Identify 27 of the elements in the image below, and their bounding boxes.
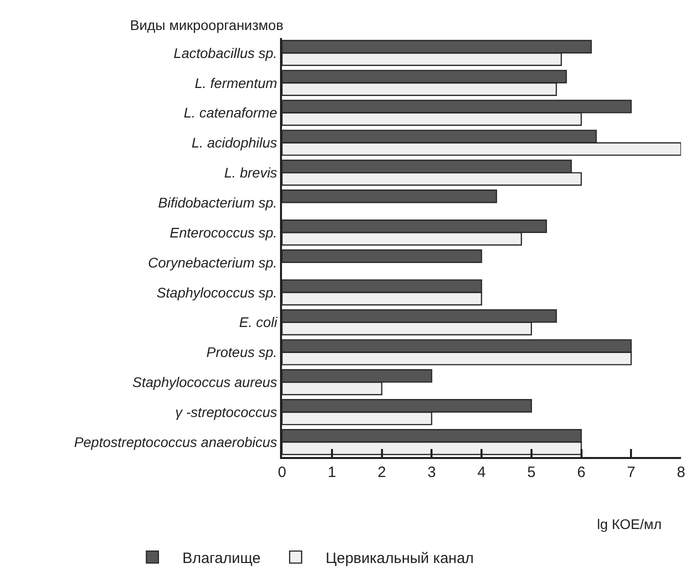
x-axis-title: lg КОЕ/мл	[597, 516, 662, 532]
y-tick-label: L. brevis	[224, 164, 278, 181]
y-tick-label: Proteus sp.	[206, 344, 278, 360]
y-tick-label: Staphylococcus sp.	[156, 284, 278, 300]
x-tick-label: 6	[577, 464, 586, 481]
chart-title: Виды микроорганизмов	[130, 17, 284, 34]
x-tick-label: 3	[427, 464, 436, 481]
y-tick-label: L. fermentum	[194, 74, 278, 91]
x-tick-label: 8	[676, 464, 686, 481]
x-tick-label: 0	[278, 464, 286, 481]
x-tick-label: 4	[477, 464, 486, 481]
y-tick-label: Bifidobacterium sp.	[158, 194, 278, 211]
legend-label: Влагалище	[182, 550, 261, 567]
x-tick-label: 7	[626, 464, 636, 481]
y-tick-label: Staphylococcus aureus	[132, 374, 278, 390]
y-tick-label: Enterococcus sp.	[170, 224, 278, 240]
y-tick-label: L. catenaforme	[184, 104, 278, 121]
y-tick-label: Peptostreptococcus anaerobicus	[74, 434, 278, 450]
x-tick-label: 1	[328, 464, 336, 481]
x-tick-label: 2	[378, 464, 386, 481]
y-tick-label: Lactobacillus sp.	[174, 44, 278, 61]
legend-label: Цервикальный канал	[326, 550, 474, 567]
y-tick-label: E. coli	[239, 314, 278, 330]
y-tick-label: L. acidophilus	[192, 134, 278, 151]
x-tick-label: 5	[527, 464, 536, 481]
y-tick-label: γ -streptococcus	[175, 404, 278, 420]
y-tick-label: Corynebacterium sp.	[148, 254, 278, 270]
